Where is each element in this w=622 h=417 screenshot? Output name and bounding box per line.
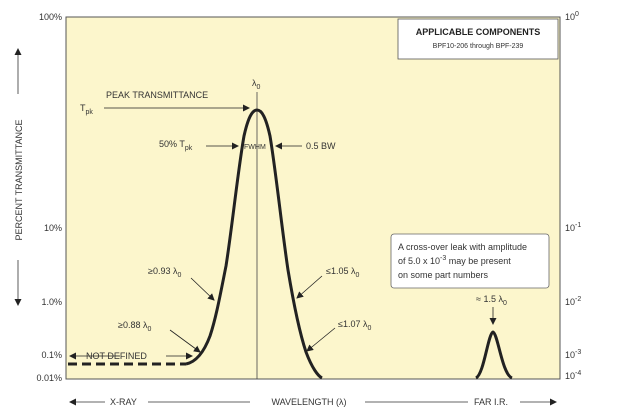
y-left-tick-label: 1.0% <box>41 297 62 307</box>
y-left-tick-label: 0.01% <box>36 373 62 383</box>
fwhm-label: FWHM <box>244 144 266 151</box>
y-axis-label: PERCENT TRANSMITTANCE <box>14 119 24 240</box>
lambda-088-label: ≥0.88 λ0 <box>118 320 151 333</box>
plot-area <box>65 16 561 380</box>
y-left-tick-label: 100% <box>39 12 62 22</box>
y-right-tick-label: 100 <box>565 11 579 22</box>
y-right-tick-label: 10-4 <box>565 370 581 381</box>
y-left-tick-label: 0.1% <box>41 350 62 360</box>
y-right-tick-label: 10-3 <box>565 349 581 360</box>
x-axis-label: WAVELENGTH (λ) <box>271 397 346 407</box>
y-right-tick-label: 10-1 <box>565 222 581 233</box>
y-right-tick-label: 10-2 <box>565 296 581 307</box>
crossover-note-box: A cross-over leak with amplitude of 5.0 … <box>390 233 550 289</box>
not-defined-label: NOT DEFINED <box>86 351 147 361</box>
peak-transmittance-label: PEAK TRANSMITTANCE <box>106 90 208 100</box>
y-axis-title: PERCENT TRANSMITTANCE <box>14 48 24 306</box>
lambda-093-label: ≥0.93 λ0 <box>148 266 181 279</box>
lambda-15-label: ≈ 1.5 λ0 <box>476 294 507 307</box>
crossover-leak-curve <box>474 330 513 380</box>
components-subtitle: BPF10-206 through BPF-239 <box>433 43 524 50</box>
note-line-3: on some part numbers <box>398 270 489 280</box>
y-left-tick-labels: 100% 10% 1.0% 0.1% 0.01% <box>36 12 62 383</box>
bw-label: 0.5 BW <box>306 141 336 151</box>
half-max-label: 50% Tpk <box>159 139 193 152</box>
lambda0-label: λ0 <box>252 78 261 91</box>
y-left-tick-label: 10% <box>44 223 62 233</box>
note-line-2: of 5.0 x 10-3 may be present <box>398 255 511 266</box>
tpk-label: Tpk <box>80 103 93 116</box>
passband-curve <box>185 108 323 380</box>
note-line-1: A cross-over leak with amplitude <box>398 242 527 252</box>
x-axis: X-RAY WAVELENGTH (λ) FAR I.R. <box>69 397 557 407</box>
components-title: APPLICABLE COMPONENTS <box>416 27 541 37</box>
lambda-107-label: ≤1.07 λ0 <box>338 319 371 332</box>
lambda-105-label: ≤1.05 λ0 <box>326 266 359 279</box>
applicable-components-box: APPLICABLE COMPONENTS BPF10-206 through … <box>397 18 559 60</box>
x-region-left: X-RAY <box>110 397 137 407</box>
y-right-tick-labels: 100 10-1 10-2 10-3 10-4 <box>565 11 581 381</box>
x-region-right: FAR I.R. <box>474 397 508 407</box>
